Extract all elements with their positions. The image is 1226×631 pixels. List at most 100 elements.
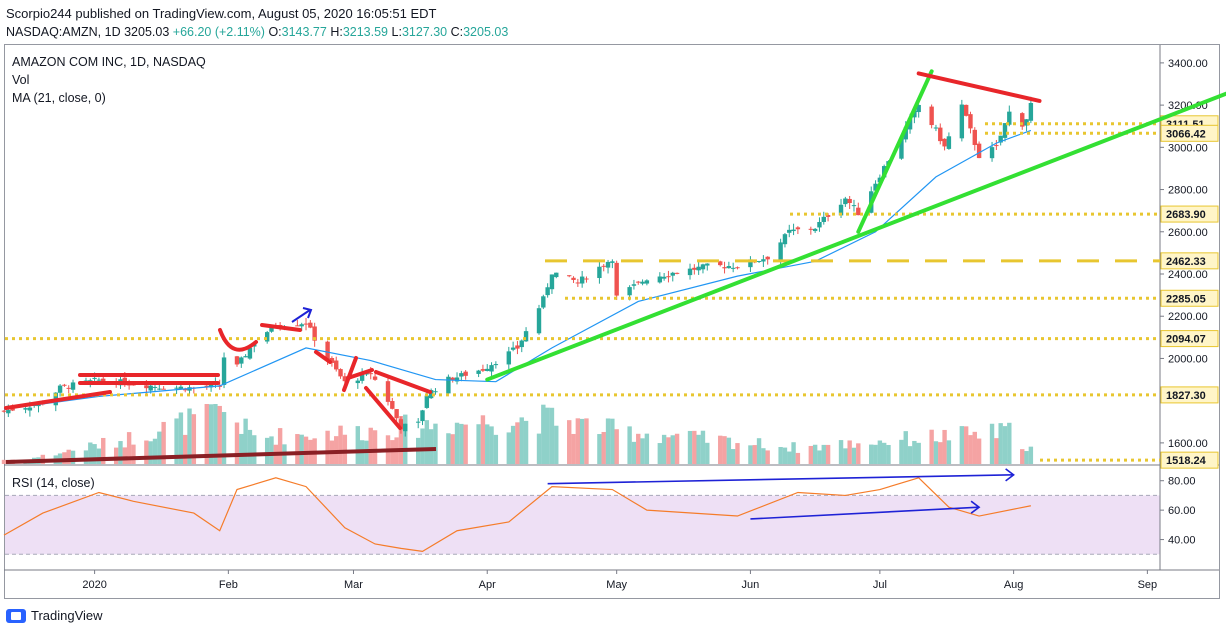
- price-tick-label: 3400.00: [1168, 58, 1208, 70]
- candle-body: [27, 407, 33, 411]
- candle-body: [338, 369, 343, 377]
- candle-body: [390, 401, 395, 409]
- candle-body: [812, 228, 818, 232]
- candle-body: [403, 423, 408, 432]
- price-tick-label: 2000.00: [1168, 353, 1208, 365]
- volume-bar: [856, 443, 861, 464]
- volume-bar: [640, 438, 645, 464]
- price-change: +66.20 (+2.11%): [172, 25, 265, 39]
- volume-bar: [122, 447, 128, 464]
- candle-body: [636, 281, 641, 283]
- level-tag: [1160, 289, 1219, 307]
- candle-body: [765, 256, 770, 260]
- candle-body: [1028, 102, 1034, 121]
- open-value: 3143.77: [281, 25, 327, 39]
- red-annotation: [364, 386, 402, 430]
- time-tick-label: Aug: [1004, 579, 1024, 591]
- volume-bar: [851, 447, 857, 464]
- volume-bar: [730, 449, 736, 464]
- candle-body: [674, 272, 680, 274]
- red-annotation: [346, 368, 374, 380]
- candle-body: [825, 215, 831, 217]
- volume-bar: [761, 448, 766, 464]
- volume-bar: [838, 440, 844, 464]
- volume-bar: [239, 433, 244, 464]
- volume-bar: [536, 433, 542, 464]
- candle-body: [66, 387, 71, 389]
- candle-body: [144, 385, 149, 389]
- volume-bar: [657, 443, 663, 464]
- volume-bar: [485, 424, 490, 464]
- candle-body: [152, 386, 158, 388]
- volume-bar: [933, 441, 939, 464]
- candle-body: [1, 410, 7, 412]
- volume-bar: [157, 431, 162, 464]
- candle-body: [10, 408, 15, 411]
- green-trendline: [485, 91, 1226, 382]
- time-tick-label: May: [606, 579, 627, 591]
- price-tick-label: 2400.00: [1168, 269, 1208, 281]
- candle-body: [359, 373, 365, 381]
- volume-bar: [545, 407, 550, 464]
- volume-bar: [636, 433, 641, 464]
- candle-body: [334, 360, 339, 370]
- volume-bar: [152, 438, 158, 464]
- candle-body: [157, 388, 162, 390]
- candle-body: [912, 110, 917, 118]
- candle-body: [247, 347, 253, 359]
- candle-body: [485, 368, 490, 371]
- candle-body: [610, 261, 615, 263]
- volume-bar: [493, 434, 499, 464]
- rsi-divergence-arrowhead: [1005, 468, 1015, 482]
- volume-bar: [459, 423, 464, 464]
- volume-bar: [692, 430, 697, 464]
- candle-body: [480, 369, 486, 371]
- volume-bar: [191, 414, 197, 464]
- close-label: C:: [450, 25, 464, 39]
- volume-bar: [756, 438, 762, 464]
- volume-bar: [825, 444, 831, 464]
- volume-bar: [450, 434, 455, 464]
- red-trendline: [916, 71, 1042, 103]
- volume-bar: [454, 422, 460, 464]
- candle-body: [989, 147, 995, 159]
- volume-bar: [398, 415, 404, 464]
- volume-bar: [183, 434, 188, 464]
- level-label: 2094.07: [1166, 334, 1206, 346]
- volume-bar: [355, 426, 360, 464]
- volume-bar: [372, 430, 378, 464]
- volume-bar: [644, 433, 650, 464]
- candle-body: [101, 378, 106, 382]
- candle-body: [476, 370, 481, 374]
- volume-bar: [812, 444, 818, 464]
- volume-bar: [817, 450, 822, 464]
- volume-bar: [601, 431, 606, 464]
- candle-body: [1024, 119, 1029, 126]
- ma21-line: [3, 129, 1032, 410]
- candle-body: [355, 380, 360, 384]
- volume-bar: [610, 418, 615, 464]
- candle-body: [661, 276, 667, 279]
- candle-body: [851, 205, 857, 207]
- volume-bar: [571, 433, 576, 464]
- volume-bar: [700, 430, 706, 464]
- volume-bar: [705, 442, 710, 464]
- candle-body: [761, 259, 766, 262]
- candle-body: [208, 384, 214, 388]
- volume-bar: [575, 418, 581, 464]
- rsi-tick-label: 80.00: [1168, 476, 1196, 488]
- candle-body: [269, 325, 274, 332]
- volume-bar: [584, 418, 589, 464]
- volume-bar: [765, 450, 770, 464]
- candle-body: [303, 323, 309, 325]
- green-trendline: [856, 69, 934, 234]
- footer: TradingView: [6, 608, 103, 623]
- candle-body: [325, 341, 330, 360]
- volume-bar: [946, 440, 952, 464]
- volume-bar: [403, 414, 408, 464]
- volume-bar: [877, 440, 883, 464]
- candle-body: [463, 371, 468, 376]
- volume-bar: [912, 440, 917, 464]
- volume-bar: [243, 418, 248, 464]
